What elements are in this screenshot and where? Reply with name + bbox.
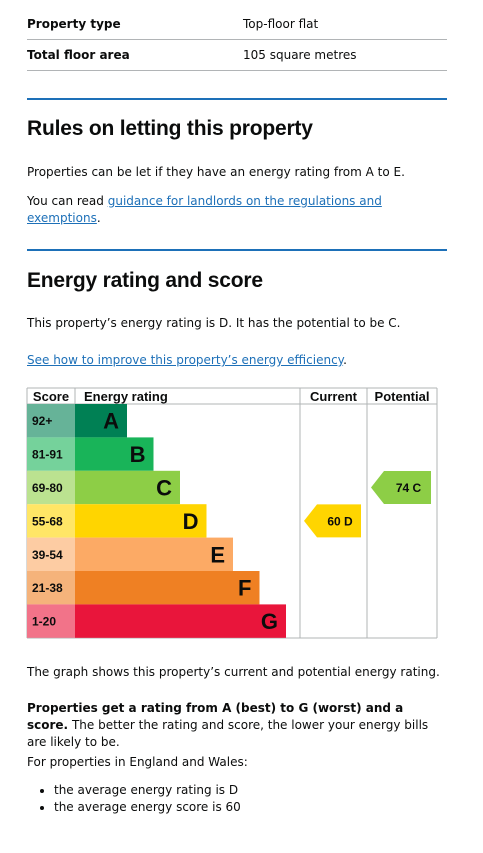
band-range-label: 1-20 [32, 615, 56, 629]
current-rating-label: 60 D [327, 514, 353, 528]
band-letter: A [103, 409, 119, 434]
band-score-cell [27, 470, 75, 505]
letting-intro: Properties can be let if they have an en… [27, 165, 405, 179]
band-score-cell [27, 404, 75, 438]
graph-caption: The graph shows this property’s current … [27, 665, 440, 679]
band-range-label: 69-80 [32, 481, 63, 495]
current-rating-arrow [304, 504, 361, 538]
band-score-cell [27, 571, 75, 605]
band-bar [75, 470, 180, 505]
band-score-cell [27, 604, 75, 638]
band-range-label: 21-38 [32, 581, 63, 595]
rating-explainer: Properties get a rating from A (best) to… [27, 700, 442, 751]
band-letter: E [210, 542, 225, 567]
rating-explainer-bold: Properties get a rating from A (best) to… [27, 701, 404, 732]
potential-rating-arrow [371, 471, 431, 504]
epc-bands: 92+ A 81-91 B 69-80 C 55-68 D 39-54 E 21-38 F 1-20 G [27, 404, 286, 638]
epc-frame: Score Energy rating Current Potential [26, 387, 438, 639]
energy-statement: This property’s energy rating is D. It h… [27, 316, 401, 330]
guidance-prefix: You can read [27, 194, 108, 208]
band-bar [75, 604, 286, 638]
band-bar [75, 537, 233, 571]
band-letter: B [130, 442, 146, 467]
summary-key: Total floor area [27, 48, 130, 62]
summary-value: Top-floor flat [243, 17, 319, 31]
improve-efficiency-link[interactable]: See how to improve this property’s energ… [27, 353, 344, 367]
epc-arrows: 60 D 74 C [304, 471, 431, 538]
summary-row-property-type: Property type Top-floor flat [27, 8, 447, 40]
summary-row-floor-area: Total floor area 105 square metres [27, 39, 447, 71]
score-header: Score [33, 389, 69, 404]
potential-header: Potential [375, 389, 430, 404]
list-item: the average energy rating is D [54, 782, 241, 799]
band-score-cell [27, 504, 75, 538]
band-score-cell [27, 437, 75, 471]
band-bar [75, 437, 154, 471]
band-letter: C [156, 476, 172, 501]
improve-paragraph: See how to improve this property’s energ… [27, 352, 447, 369]
list-item: the average energy score is 60 [54, 799, 241, 816]
band-bar [75, 404, 127, 438]
band-score-cell [27, 537, 75, 571]
letting-heading: Rules on letting this property [27, 117, 313, 140]
band-letter: G [261, 609, 278, 634]
letting-guidance: You can read guidance for landlords on t… [27, 193, 447, 227]
energy-rating-header: Energy rating [84, 389, 168, 404]
summary-value: 105 square metres [243, 48, 357, 62]
band-letter: D [183, 509, 199, 534]
potential-rating-label: 74 C [396, 481, 422, 495]
energy-heading: Energy rating and score [27, 269, 263, 292]
current-header: Current [310, 389, 358, 404]
band-letter: F [238, 576, 251, 601]
band-bar [75, 571, 260, 605]
guidance-suffix: . [96, 211, 101, 225]
band-range-label: 92+ [32, 414, 52, 428]
band-range-label: 55-68 [32, 514, 63, 528]
summary-key: Property type [27, 17, 121, 31]
band-range-label: 81-91 [32, 448, 63, 462]
average-intro: For properties in England and Wales: [27, 755, 248, 769]
improve-suffix: . [343, 353, 347, 367]
rating-explainer-rest: The better the rating and score, the low… [27, 718, 429, 749]
average-list: the average energy rating is D the avera… [27, 782, 241, 816]
band-range-label: 39-54 [32, 548, 63, 562]
band-bar [75, 504, 207, 538]
section-divider [27, 249, 447, 251]
section-divider [27, 98, 447, 100]
landlord-guidance-link[interactable]: guidance for landlords on the regulation… [27, 194, 382, 225]
